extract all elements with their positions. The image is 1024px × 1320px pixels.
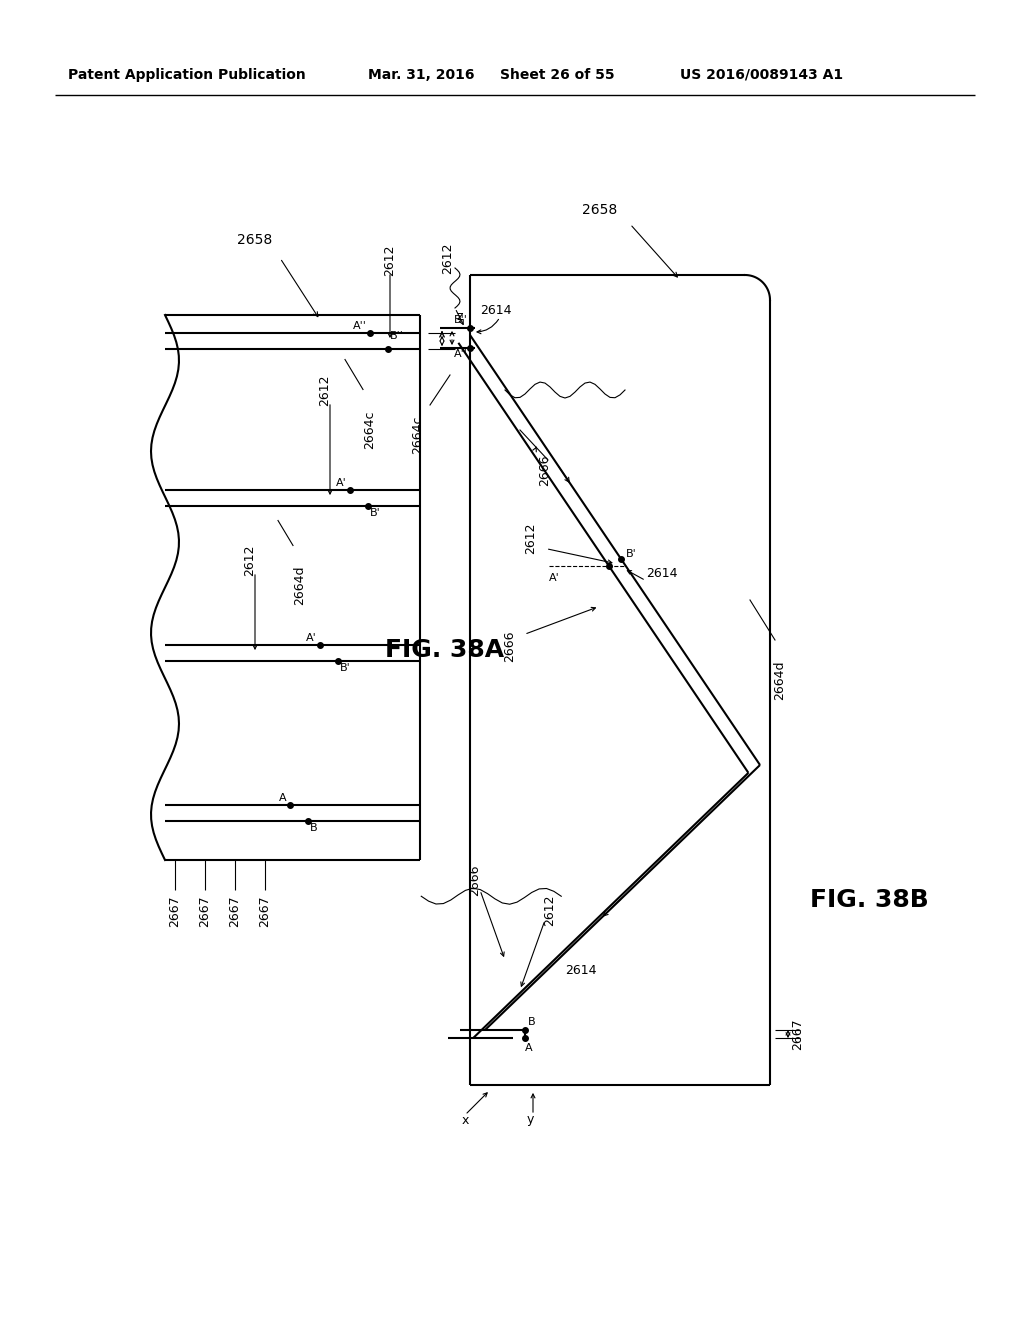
Text: 2666: 2666 <box>539 454 552 486</box>
Text: 2614: 2614 <box>565 964 597 977</box>
Text: 2612: 2612 <box>544 894 556 925</box>
Text: 2612: 2612 <box>524 523 538 554</box>
Text: A'': A'' <box>454 348 468 359</box>
Text: FIG. 38B: FIG. 38B <box>810 888 929 912</box>
Text: A': A' <box>549 573 560 583</box>
Text: B': B' <box>340 663 351 673</box>
Text: 2658: 2658 <box>238 234 272 247</box>
Text: 2664d: 2664d <box>294 566 306 606</box>
Text: B'': B'' <box>390 331 403 341</box>
Text: FIG. 38A: FIG. 38A <box>385 638 504 663</box>
Text: 2612: 2612 <box>318 375 332 405</box>
Text: 2612: 2612 <box>441 243 455 273</box>
Text: 2667: 2667 <box>258 895 271 927</box>
Text: 2667: 2667 <box>199 895 212 927</box>
Text: B'': B'' <box>454 315 468 325</box>
Text: 2664d: 2664d <box>773 660 786 700</box>
Text: 2614: 2614 <box>480 305 512 318</box>
Text: Mar. 31, 2016: Mar. 31, 2016 <box>368 69 474 82</box>
Text: z: z <box>457 309 463 322</box>
Text: B': B' <box>370 508 381 517</box>
Text: 2664c: 2664c <box>412 416 425 454</box>
Text: Patent Application Publication: Patent Application Publication <box>68 69 306 82</box>
Text: A': A' <box>336 478 347 488</box>
Text: A: A <box>525 1043 532 1053</box>
Text: B: B <box>310 822 317 833</box>
Text: 2658: 2658 <box>583 203 617 216</box>
Text: 2612: 2612 <box>244 544 256 576</box>
Text: US 2016/0089143 A1: US 2016/0089143 A1 <box>680 69 843 82</box>
Text: 2666: 2666 <box>503 631 516 663</box>
Text: x: x <box>462 1114 469 1126</box>
Text: A': A' <box>306 634 317 643</box>
Text: 2666: 2666 <box>469 865 481 896</box>
Text: 2664c: 2664c <box>364 411 377 449</box>
Text: A: A <box>280 793 287 803</box>
Text: 2612: 2612 <box>384 244 396 276</box>
Text: B': B' <box>626 549 637 558</box>
Text: 2667: 2667 <box>228 895 242 927</box>
Text: 2667: 2667 <box>792 1018 805 1049</box>
Text: 2667: 2667 <box>169 895 181 927</box>
Text: Sheet 26 of 55: Sheet 26 of 55 <box>500 69 614 82</box>
Text: B: B <box>528 1016 536 1027</box>
Text: A'': A'' <box>353 321 367 331</box>
Text: 2614: 2614 <box>646 568 677 579</box>
Text: y: y <box>526 1114 534 1126</box>
